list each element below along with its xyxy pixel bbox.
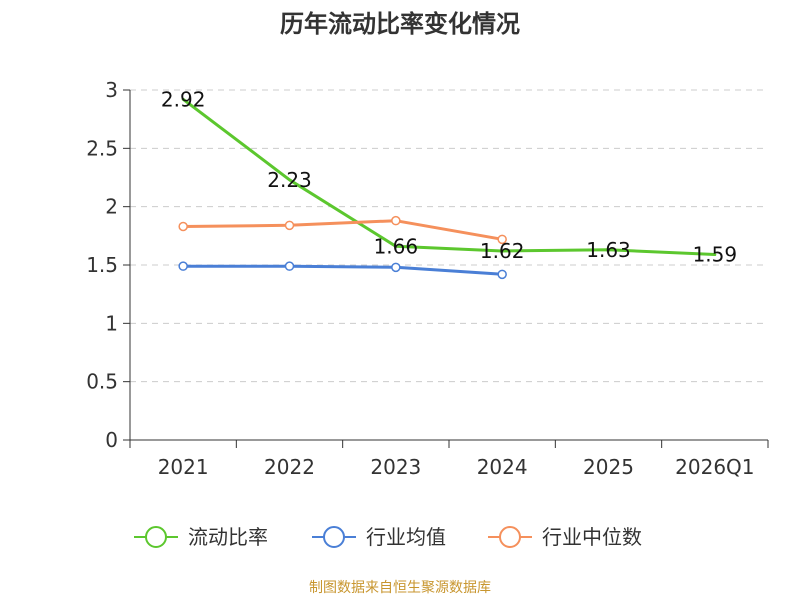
x-tick-label: 2026Q1 [675, 455, 754, 479]
legend-item-2: 行业中位数 [488, 525, 642, 549]
series-layer [178, 97, 717, 280]
legend-label: 行业均值 [366, 525, 446, 549]
grid-layer [130, 89, 768, 383]
legend-label: 流动比率 [188, 525, 268, 549]
legend-marker-icon [145, 526, 167, 548]
series-line-2 [181, 219, 504, 241]
legend-item-0: 流动比率 [134, 525, 268, 549]
data-point [284, 220, 295, 231]
label-layer: 2.92 2.23 1.66 1.62 1.63 1.59 [161, 87, 737, 266]
y-tick-label: 1 [105, 311, 118, 335]
legend-label: 行业中位数 [542, 525, 642, 549]
legend-marker-icon [499, 526, 521, 548]
y-tick-label: 0.5 [86, 370, 118, 394]
source-note: 制图数据来自恒生聚源数据库 [309, 580, 491, 596]
axis-layer: 0 0.5 1 1.5 2 2.5 3 2021 2022 2023 2024 2025 2026Q1 [86, 78, 769, 479]
y-tick-label: 0 [105, 428, 118, 452]
chart-title: 历年流动比率变化情况 [280, 10, 520, 38]
data-point [284, 261, 295, 271]
data-point [178, 221, 188, 232]
y-tick-label: 1.5 [86, 253, 118, 277]
data-point [391, 262, 401, 273]
data-label: 2.23 [267, 168, 312, 192]
data-point [391, 215, 401, 226]
y-tick-label: 2.5 [86, 136, 118, 160]
series-line-0 [181, 97, 717, 256]
x-tick-label: 2023 [370, 455, 421, 479]
data-point [497, 269, 507, 280]
data-label: 1.62 [480, 239, 525, 263]
data-label: 1.63 [586, 238, 631, 262]
x-tick-label: 2022 [264, 455, 315, 479]
data-label: 1.59 [693, 243, 738, 267]
data-label: 2.92 [161, 87, 206, 111]
x-tick-label: 2024 [477, 455, 528, 479]
data-point [178, 261, 188, 271]
series-line-1 [181, 264, 504, 276]
legend-item-1: 行业均值 [312, 525, 446, 549]
data-label: 1.66 [374, 234, 419, 258]
data-point [497, 234, 507, 245]
legend: 流动比率 行业均值 行业中位数 [134, 525, 642, 549]
y-tick-label: 2 [105, 195, 118, 219]
x-tick-label: 2025 [583, 455, 634, 479]
legend-marker-icon [323, 526, 345, 548]
y-tick-label: 3 [105, 78, 118, 102]
x-tick-label: 2021 [158, 455, 209, 479]
